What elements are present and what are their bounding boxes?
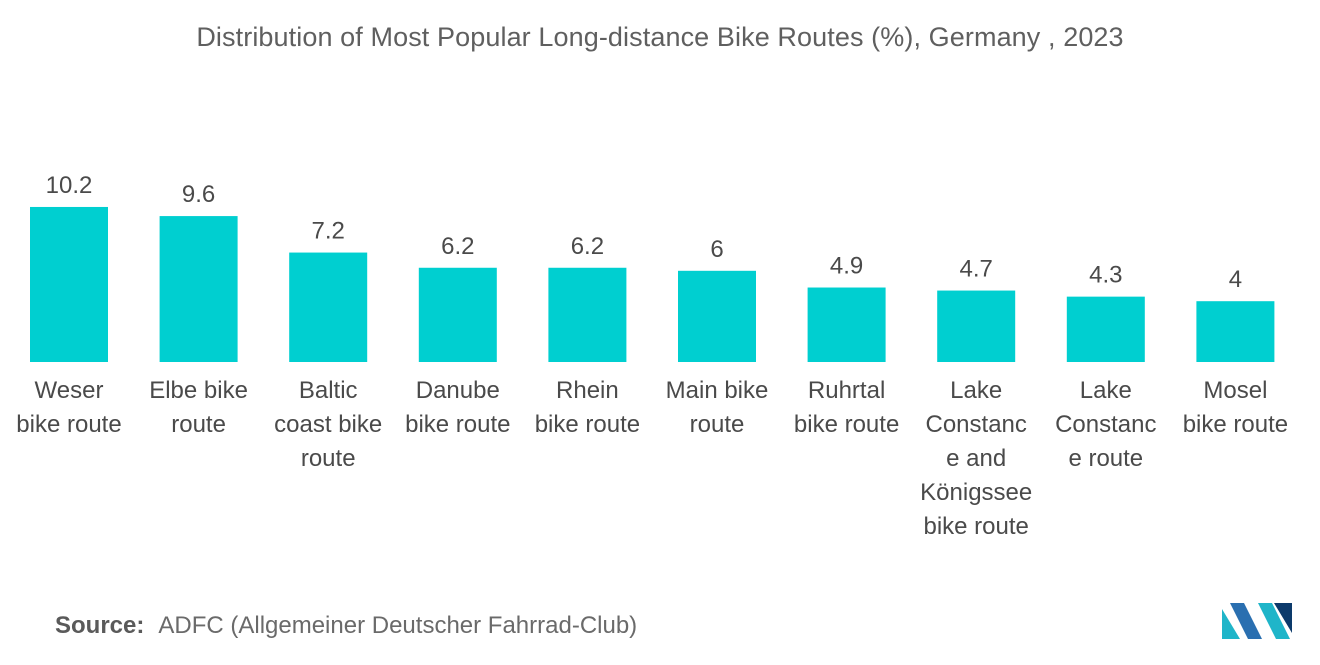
bar [807, 287, 886, 362]
data-label: 4.9 [830, 253, 863, 280]
bar [418, 267, 497, 362]
data-label: 7.2 [312, 218, 345, 245]
category-label: Rhein bike route [535, 377, 640, 438]
data-label: 10.2 [46, 172, 93, 199]
data-label: 4.7 [960, 256, 993, 283]
source-note: Source: ADFC (Allgemeiner Deutscher Fahrr… [55, 612, 637, 640]
bar [937, 290, 1016, 362]
category-label: Main bike route [666, 377, 769, 438]
data-label: 6 [710, 236, 723, 263]
data-label: 6.2 [571, 233, 604, 260]
category-label: Ruhrtal bike route [794, 377, 899, 438]
category-label: Baltic coast bike route [274, 377, 382, 472]
bars-group [30, 206, 1275, 362]
data-label: 4.3 [1089, 262, 1122, 289]
bar-chart: 10.2 9.6 7.2 6.2 6.2 6 4.9 4.7 4.3 4 Weser bike ro… [16, 172, 1288, 540]
category-labels-group: Weser bike route Elbe bike route Baltic coast… [16, 377, 1288, 540]
source-label: Source: [55, 612, 145, 639]
category-label: Lake Constanc e route [1055, 377, 1156, 472]
source-text: ADFC (Allgemeiner Deutscher Fahrrad-Club… [158, 612, 638, 639]
data-label: 9.6 [182, 181, 215, 208]
bar [1066, 296, 1145, 362]
category-label: Lake Constanc e and Königssee bike route [920, 377, 1032, 540]
value-labels-group: 10.2 9.6 7.2 6.2 6.2 6 4.9 4.7 4.3 4 [46, 172, 1242, 293]
bar [159, 216, 238, 362]
data-label: 6.2 [441, 233, 474, 260]
bar [678, 270, 756, 362]
bar [289, 252, 368, 362]
category-label: Weser bike route [16, 377, 121, 438]
mordor-intelligence-logo-icon [1222, 603, 1292, 639]
category-label: Elbe bike route [149, 377, 248, 438]
category-label: Danube bike route [405, 377, 510, 438]
bar [30, 206, 108, 362]
bar [1196, 301, 1275, 362]
category-label: Mosel bike route [1183, 377, 1288, 438]
chart-title: Distribution of Most Popular Long-distan… [196, 22, 1124, 52]
bar [548, 267, 627, 362]
data-label: 4 [1229, 266, 1242, 293]
